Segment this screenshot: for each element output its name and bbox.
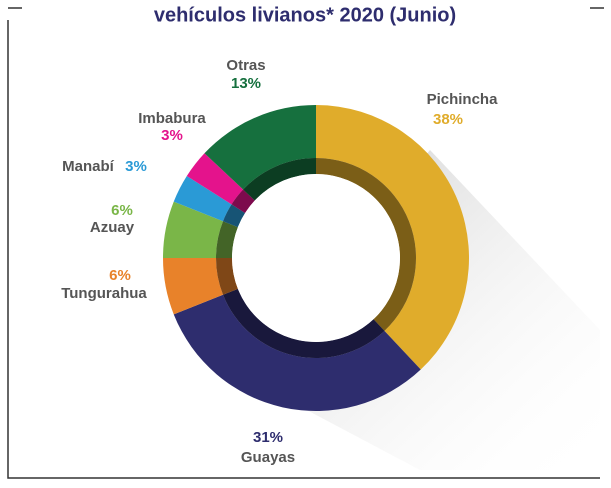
donut-hole [232,174,400,342]
segment-value: 38% [433,111,463,128]
segment-label: Azuay [90,219,135,236]
segment-value: 3% [161,127,183,144]
donut-segment [204,105,316,190]
donut [163,105,470,411]
inner-ring-shade [223,288,385,359]
segment-label: Imbabura [138,110,206,127]
segment-label: Pichincha [427,91,499,108]
inner-ring-shade [316,158,416,331]
segment-value: 3% [125,158,147,175]
inner-ring [223,204,246,228]
segment-label: Otras [226,57,265,74]
inner-ring-shade [243,158,316,201]
inner-ring [223,288,385,359]
segment-label: Guayas [241,449,295,466]
inner-ring [231,189,255,213]
segment-label: Tungurahua [61,285,147,302]
donut-segment [316,105,470,370]
donut-segment [163,258,224,315]
inner-ring-shade [216,221,238,258]
inner-ring-shade [223,204,246,228]
inner-ring [216,258,238,295]
inner-ring [216,221,238,258]
donut-segment [186,153,244,205]
segment-value: 6% [111,202,133,219]
chart-title: vehículos livianos* 2020 (Junio) [154,4,456,26]
inner-ring-shade [216,258,238,295]
inner-ring [316,158,416,331]
inner-ring [243,158,316,201]
segment-value: 6% [109,267,131,284]
frame [7,7,604,479]
segment-value: 31% [253,429,283,446]
segment-value: 13% [231,75,261,92]
donut-segment [173,176,232,222]
segment-label: Manabí [62,158,115,175]
donut-segment [163,201,224,258]
inner-ring-shade [231,189,255,213]
donut-segment [173,294,421,411]
